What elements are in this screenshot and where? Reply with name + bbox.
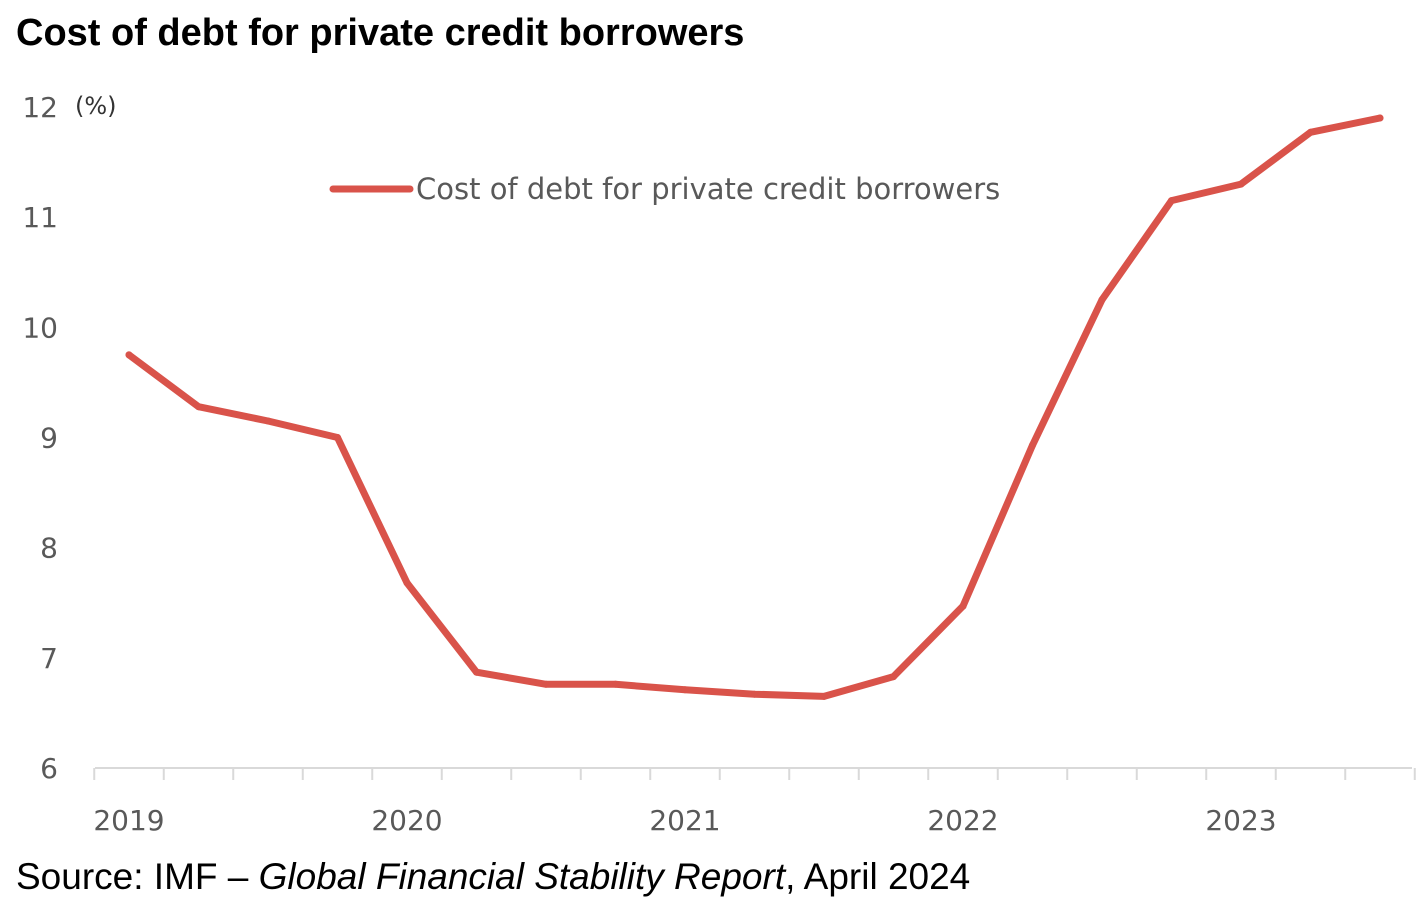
y-tick-label: 8 <box>40 532 58 565</box>
data-point <box>1237 180 1245 188</box>
y-tick-label: 11 <box>22 201 58 234</box>
data-point <box>1168 197 1175 205</box>
data-point <box>1098 296 1106 304</box>
data-point <box>959 602 967 610</box>
x-axis-ticks <box>93 768 1416 780</box>
legend-label: Cost of debt for private credit borrower… <box>416 172 1000 206</box>
source-prefix: Source: IMF – <box>16 856 259 897</box>
data-point <box>820 692 828 700</box>
source-publication: Global Financial Stability Report <box>258 856 786 897</box>
source-note: Source: IMF – Global Financial Stability… <box>16 856 970 898</box>
chart-title: Cost of debt for private credit borrower… <box>16 12 745 54</box>
data-point <box>681 686 689 694</box>
x-tick-label: 2023 <box>1205 804 1276 837</box>
y-tick-label: 12 <box>22 91 58 124</box>
x-tick-label: 2022 <box>927 804 998 837</box>
y-axis-labels: 6 7 8 9 10 11 12 <box>22 91 58 785</box>
data-point <box>473 668 480 676</box>
data-point <box>195 403 202 411</box>
legend: Cost of debt for private credit borrower… <box>329 172 1000 206</box>
data-point <box>403 579 411 587</box>
data-point <box>612 680 619 688</box>
y-tick-label: 6 <box>40 752 58 785</box>
x-tick-label: 2019 <box>93 804 164 837</box>
y-tick-label: 7 <box>40 642 58 675</box>
data-point <box>334 434 341 441</box>
x-axis-labels: 2019 2020 2021 2022 2023 <box>93 804 1276 837</box>
y-tick-label: 9 <box>40 422 58 455</box>
data-point <box>1307 128 1314 136</box>
data-point <box>890 673 897 681</box>
y-tick-label: 10 <box>22 311 58 344</box>
data-point <box>264 417 272 425</box>
data-point <box>751 690 758 698</box>
data-point <box>1376 114 1384 122</box>
x-tick-label: 2021 <box>649 804 720 837</box>
data-point <box>125 351 133 359</box>
source-suffix: , April 2024 <box>785 856 971 897</box>
x-tick-label: 2020 <box>371 804 442 837</box>
data-point <box>542 680 550 688</box>
y-axis-unit-label: (%) <box>75 92 117 120</box>
data-point <box>1029 441 1036 449</box>
series-layer <box>125 114 1384 700</box>
